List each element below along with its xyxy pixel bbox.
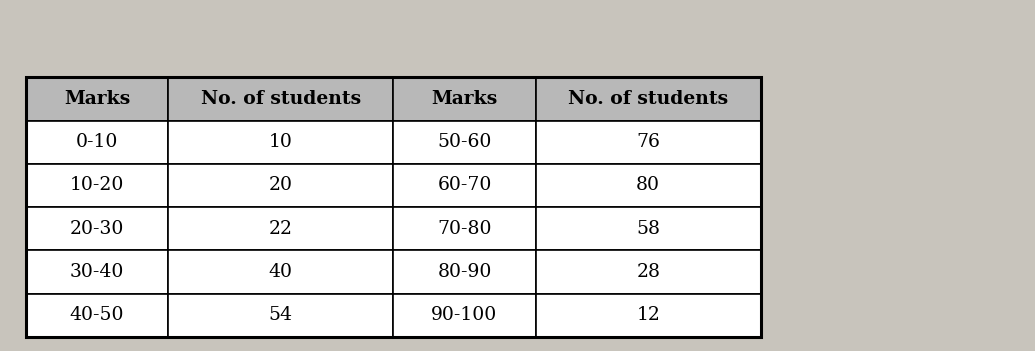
- Bar: [169, 294, 393, 337]
- Text: 70-80: 70-80: [437, 220, 492, 238]
- Bar: [26, 77, 169, 120]
- Text: 10: 10: [269, 133, 293, 151]
- Text: No. of students: No. of students: [201, 90, 361, 108]
- Bar: [26, 294, 169, 337]
- Bar: [536, 294, 761, 337]
- Text: 22: 22: [269, 220, 293, 238]
- Text: 80: 80: [637, 177, 660, 194]
- Text: 28: 28: [637, 263, 660, 281]
- Text: 90-100: 90-100: [432, 306, 498, 324]
- Text: 80-90: 80-90: [438, 263, 492, 281]
- Bar: [536, 120, 761, 164]
- Bar: [536, 77, 761, 120]
- Text: 50-60: 50-60: [438, 133, 492, 151]
- Bar: [393, 120, 536, 164]
- Bar: [26, 250, 169, 294]
- Text: Marks: Marks: [432, 90, 498, 108]
- Bar: [536, 164, 761, 207]
- Bar: [26, 207, 169, 250]
- Bar: [26, 164, 169, 207]
- Text: 30-40: 30-40: [70, 263, 124, 281]
- Bar: [393, 250, 536, 294]
- Bar: [536, 250, 761, 294]
- Text: 10-20: 10-20: [70, 177, 124, 194]
- Bar: [536, 207, 761, 250]
- Text: 58: 58: [637, 220, 660, 238]
- Bar: [169, 77, 393, 120]
- Bar: [393, 164, 536, 207]
- Text: 12: 12: [637, 306, 660, 324]
- Bar: [26, 120, 169, 164]
- Text: 40-50: 40-50: [69, 306, 124, 324]
- Text: 54: 54: [269, 306, 293, 324]
- Bar: [26, 77, 761, 337]
- Bar: [169, 250, 393, 294]
- Text: 76: 76: [637, 133, 660, 151]
- Bar: [169, 120, 393, 164]
- Text: 0-10: 0-10: [76, 133, 118, 151]
- Bar: [393, 294, 536, 337]
- Text: No. of students: No. of students: [568, 90, 729, 108]
- Text: 20-30: 20-30: [70, 220, 124, 238]
- Bar: [393, 207, 536, 250]
- Text: 40: 40: [269, 263, 293, 281]
- Bar: [393, 77, 536, 120]
- Bar: [169, 207, 393, 250]
- Bar: [169, 164, 393, 207]
- Text: 60-70: 60-70: [438, 177, 492, 194]
- Text: 20: 20: [269, 177, 293, 194]
- Text: Marks: Marks: [64, 90, 130, 108]
